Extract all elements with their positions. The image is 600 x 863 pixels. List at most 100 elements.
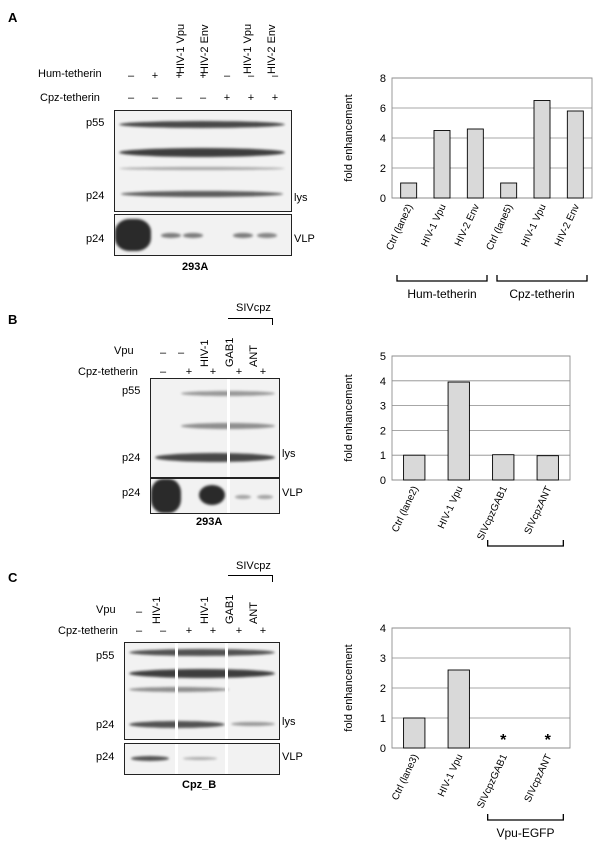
cell-line-label: 293A xyxy=(182,261,209,273)
lane-mark: + xyxy=(175,70,183,82)
x-tick-label: HIV-2 Env xyxy=(453,203,482,248)
x-tick-label: HIV-1 Vpu xyxy=(519,203,548,249)
y-tick-label: 3 xyxy=(380,653,386,665)
band-label-p24: p24 xyxy=(122,452,141,464)
x-tick-label: HIV-1 Vpu xyxy=(419,203,448,249)
y-tick-label: 0 xyxy=(380,475,386,487)
lane-mark: – xyxy=(135,625,143,637)
x-tick-label: Ctrl (lane5) xyxy=(485,203,516,252)
lane-mark: + xyxy=(209,625,217,637)
western-blot-lysate xyxy=(114,110,292,212)
lane-mark: – xyxy=(271,70,279,82)
lane-mark: + xyxy=(247,92,255,104)
western-blot-vlp xyxy=(124,743,280,775)
lane-mark: + xyxy=(199,70,207,82)
bar xyxy=(533,100,551,199)
bar xyxy=(500,182,518,199)
row-label-vpu: Vpu xyxy=(114,345,134,357)
row-label-cpz-tetherin: Cpz-tetherin xyxy=(40,92,100,104)
sivcpz-bracket xyxy=(228,318,273,325)
y-axis-label: fold enhancement xyxy=(343,374,355,461)
col-label-hiv1: HIV-1 xyxy=(199,596,211,624)
band-label-p24: p24 xyxy=(86,233,105,245)
lane-mark: – xyxy=(175,92,183,104)
chart-c: 0 1 2 3 4 fold enhancement Ctrl (lane3) HIV-1 V… xyxy=(343,623,571,840)
band-label-p24: p24 xyxy=(86,190,105,202)
col-label-ant: ANT xyxy=(248,602,260,624)
lane-mark: – xyxy=(135,606,143,618)
y-axis-label: fold enhancement xyxy=(343,94,355,181)
bar-marker: * xyxy=(500,732,507,749)
sivcpz-bracket xyxy=(228,575,273,582)
lane-mark: – xyxy=(159,347,167,359)
lane-mark: – xyxy=(159,366,167,378)
y-tick-label: 0 xyxy=(380,743,386,755)
lane-mark: – xyxy=(127,92,135,104)
chart-b: 0 1 2 3 4 5 fold enhancement Ctrl (lane2) HIV-1 … xyxy=(343,351,571,547)
y-tick-label: 3 xyxy=(380,401,386,413)
bar xyxy=(447,669,470,749)
y-tick-label: 4 xyxy=(380,376,386,388)
band-label-lys: lys xyxy=(282,716,296,728)
x-tick-label: HIV-2 Env xyxy=(553,203,582,248)
lane-mark: + xyxy=(223,92,231,104)
lane-mark: + xyxy=(209,366,217,378)
col-label-hiv2-env: HIV-2 Env xyxy=(266,24,278,74)
bar xyxy=(447,381,470,481)
y-axis-label: fold enhancement xyxy=(343,644,355,731)
y-tick-label: 8 xyxy=(380,73,386,85)
x-tick-label: SIVcpzGAB1 xyxy=(475,484,510,542)
lane-mark: – xyxy=(247,70,255,82)
band-label-p55: p55 xyxy=(122,385,141,397)
col-label-hiv1: HIV-1 xyxy=(151,596,163,624)
x-tick-label: HIV-1 Vpu xyxy=(436,485,465,531)
y-tick-label: 4 xyxy=(380,133,386,145)
group-bracket xyxy=(487,540,564,547)
lane-mark: + xyxy=(235,625,243,637)
western-blot-vlp xyxy=(150,478,280,514)
lane-mark: – xyxy=(127,70,135,82)
band-label-p24: p24 xyxy=(122,487,141,499)
col-label-gab1: GAB1 xyxy=(224,337,236,367)
row-label-hum-tetherin: Hum-tetherin xyxy=(38,68,102,80)
y-tick-label: 2 xyxy=(380,163,386,175)
band-label-p24: p24 xyxy=(96,751,115,763)
bar xyxy=(403,717,426,749)
western-blot-lysate xyxy=(150,378,280,478)
group-label: Hum-tetherin xyxy=(407,287,476,301)
lane-mark: – xyxy=(151,92,159,104)
x-tick-label: HIV-1 Vpu xyxy=(436,753,465,799)
x-tick-label: SIVcpzANT xyxy=(523,485,555,536)
band-label-p24: p24 xyxy=(96,719,115,731)
col-label-hiv1-vpu: HIV-1 Vpu xyxy=(242,23,254,74)
lane-mark: + xyxy=(185,366,193,378)
lane-mark: – xyxy=(223,70,231,82)
lane-mark: + xyxy=(259,625,267,637)
row-label-vpu: Vpu xyxy=(96,604,116,616)
x-tick-label: Ctrl (lane2) xyxy=(385,203,416,252)
y-tick-label: 6 xyxy=(380,103,386,115)
bracket-label-sivcpz: SIVcpz xyxy=(236,560,271,572)
panel-b-letter: B xyxy=(8,312,18,327)
band-label-p55: p55 xyxy=(96,650,115,662)
band-label-vlp: VLP xyxy=(282,751,303,763)
panel-a-letter: A xyxy=(8,10,18,25)
col-label-ant: ANT xyxy=(248,345,260,367)
group-bracket xyxy=(487,814,564,821)
lane-mark: + xyxy=(151,70,159,82)
bar xyxy=(403,454,426,481)
group-bracket xyxy=(396,275,488,282)
band-label-vlp: VLP xyxy=(282,487,303,499)
lane-mark: + xyxy=(259,366,267,378)
y-tick-label: 2 xyxy=(380,683,386,695)
bar xyxy=(492,454,515,481)
western-blot-vlp xyxy=(114,214,292,256)
cell-line-label: Cpz_B xyxy=(182,779,217,791)
bar xyxy=(400,182,418,199)
y-tick-label: 1 xyxy=(380,713,386,725)
col-label-hiv1: HIV-1 xyxy=(199,339,211,367)
y-tick-label: 0 xyxy=(380,193,386,205)
lane-mark: – xyxy=(199,92,207,104)
bar xyxy=(536,455,559,481)
